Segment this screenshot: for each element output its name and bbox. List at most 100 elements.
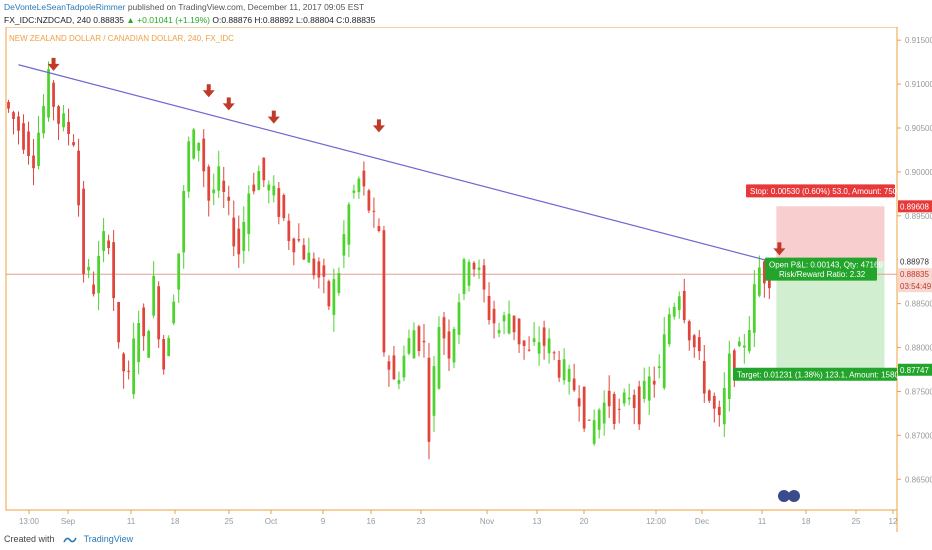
arrow-down-icon — [206, 84, 211, 92]
arrow-down-icon — [376, 119, 381, 127]
candle-body — [447, 331, 451, 359]
candle-body — [362, 170, 366, 187]
candle-body — [252, 184, 256, 192]
candle-body — [647, 376, 651, 401]
arrow-down-icon — [222, 103, 235, 111]
x-tick-label: 25 — [852, 517, 861, 526]
candle-body — [112, 242, 115, 299]
candle-body — [497, 330, 501, 334]
entry-label-line2: Risk/Reward Ratio: 2.32 — [779, 270, 866, 279]
stop-label: Stop: 0.00530 (0.60%) 53.0, Amount: 750 — [750, 187, 898, 196]
candle-body — [207, 166, 211, 201]
candle-body — [287, 220, 291, 242]
candle-body — [352, 190, 356, 193]
target-label: Target: 0.01231 (1.38%) 123.1, Amount: 1… — [737, 370, 906, 379]
candle-body — [677, 296, 681, 311]
candle-body — [102, 231, 105, 251]
y-tick-label: 0.87000 — [905, 431, 932, 440]
y-tick-label: 0.88500 — [905, 300, 932, 309]
candle-body — [52, 82, 55, 107]
candle-body — [342, 234, 346, 256]
candle-body — [367, 190, 371, 211]
candle-body — [482, 265, 486, 290]
candle-body — [712, 396, 716, 409]
candle-body — [697, 337, 701, 352]
candle-body — [202, 138, 206, 172]
candle-body — [187, 141, 191, 192]
candle-body — [392, 355, 396, 380]
candle-body — [162, 338, 166, 370]
candle-body — [762, 261, 766, 284]
candle-body — [12, 112, 15, 120]
candle-body — [92, 284, 95, 295]
candle-body — [522, 340, 526, 347]
candle-body — [327, 281, 331, 307]
author-link[interactable]: DeVonteLeSeanTadpoleRimmer — [4, 2, 126, 12]
candle-body — [422, 340, 426, 343]
candle-body — [382, 230, 386, 353]
x-tick-label: 13:00 — [19, 517, 40, 526]
candle-body — [427, 357, 431, 442]
candlestick-chart[interactable]: 0.915000.910000.905000.900000.895000.890… — [0, 26, 932, 532]
candle-body — [72, 142, 75, 146]
candle-body — [752, 284, 756, 333]
candle-body — [487, 295, 491, 321]
candle-body — [152, 275, 156, 316]
ohlc-values: O:0.88876 H:0.88892 L:0.88804 C:0.88835 — [212, 15, 376, 25]
candle-body — [232, 217, 236, 247]
candle-body — [32, 155, 35, 169]
countdown-tag: 03:54:49 — [900, 282, 932, 291]
candle-body — [302, 245, 306, 260]
candle-body — [47, 69, 50, 118]
y-tick-label: 0.87500 — [905, 387, 932, 396]
candle-body — [217, 166, 221, 191]
candle-body — [577, 398, 581, 407]
candle-body — [742, 345, 746, 348]
candle-body — [582, 386, 586, 429]
candle-body — [437, 327, 441, 389]
candle-body — [82, 188, 85, 274]
arrow-down-icon — [773, 248, 786, 256]
x-tick-label: Sep — [61, 517, 76, 526]
candle-body — [177, 253, 181, 290]
y-tick-label: 0.86500 — [905, 475, 932, 484]
y-tick-label: 0.90500 — [905, 124, 932, 133]
entry-price-tag-bg — [898, 255, 932, 268]
candle-body — [687, 321, 691, 341]
x-tick-label: 23 — [417, 517, 426, 526]
x-tick-label: Nov — [480, 517, 494, 526]
candle-body — [682, 290, 686, 321]
target-price-tag: 0.87747 — [900, 366, 929, 375]
candle-body — [182, 190, 186, 253]
stop-price-tag-bg — [898, 200, 932, 213]
candle-body — [97, 255, 100, 294]
candle-body — [737, 341, 741, 347]
candle-body — [62, 113, 65, 128]
candle-body — [7, 101, 10, 109]
candle-body — [732, 350, 736, 376]
last-price: 0.88835 — [93, 15, 125, 25]
candle-body — [127, 370, 131, 372]
candle-body — [172, 301, 176, 324]
chart-area[interactable]: 0.915000.910000.905000.900000.895000.890… — [0, 26, 932, 532]
candle-body — [702, 361, 706, 394]
candle-body — [397, 380, 401, 384]
candle-body — [707, 390, 711, 401]
x-tick-label: 13 — [533, 517, 542, 526]
candle-body — [642, 380, 646, 399]
current-price-tag-bg — [898, 268, 932, 281]
candle-body — [77, 150, 80, 206]
chart-title: NEW ZEALAND DOLLAR / CANADIAN DOLLAR, 24… — [9, 34, 234, 43]
candle-body — [147, 331, 151, 358]
candle-body — [722, 388, 726, 425]
arrow-down-icon — [271, 110, 276, 118]
y-tick-label: 0.91500 — [905, 36, 932, 45]
y-tick-label: 0.89500 — [905, 212, 932, 221]
brand-link[interactable]: TradingView — [83, 534, 134, 544]
candle-body — [307, 252, 311, 263]
candle-body — [247, 193, 251, 234]
candle-body — [457, 302, 461, 335]
candle-body — [532, 338, 536, 342]
target-label-bg — [733, 367, 897, 381]
candle-body — [627, 397, 631, 400]
